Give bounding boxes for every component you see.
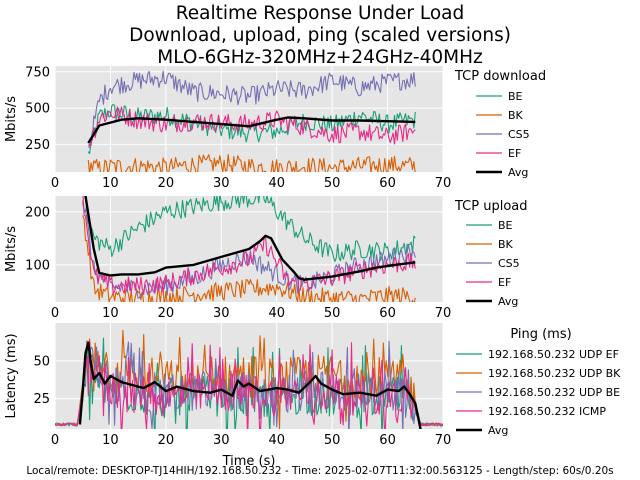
x-tick-label: 40: [268, 306, 285, 321]
legend-label: 192.168.50.232 UDP BK: [488, 367, 621, 380]
panel-upload: 0 10 20 30 40 50 60 70 100 200 Mbits/s TCP upload BE…: [4, 196, 528, 321]
legend-label: Avg: [498, 295, 518, 308]
title-line-3: MLO-6GHz-320MHz+24GHz-40MHz: [157, 47, 482, 68]
x-tick-label: 30: [213, 433, 230, 448]
legend-label: 192.168.50.232 UDP EF: [488, 348, 619, 361]
x-tick-label: 10: [102, 433, 119, 448]
x-tick-label: 40: [268, 176, 285, 191]
x-tick-label: 0: [51, 306, 59, 321]
legend-upload: TCP upload BE BK CS5 EF Avg: [454, 199, 528, 308]
x-tick-label: 50: [324, 176, 341, 191]
y-tick-label: 25: [33, 392, 50, 407]
panel-ping: 0 10 20 30 40 50 60 70 25 50 Latency (ms) Time (s) P…: [4, 323, 621, 469]
x-tick-label: 0: [51, 176, 59, 191]
x-tick-label: 30: [213, 176, 230, 191]
y-tick-label: 500: [25, 102, 50, 117]
series-line-ef: [82, 196, 416, 295]
series-group: [82, 196, 416, 302]
x-tick-label: 50: [324, 306, 341, 321]
x-tick-label: 20: [158, 176, 175, 191]
legend-label: BE: [498, 219, 513, 232]
series-group: [55, 329, 443, 429]
x-tick-label: 20: [158, 306, 175, 321]
series-group: [87, 70, 416, 172]
series-line-bk: [82, 215, 416, 302]
x-tick-label: 60: [379, 306, 396, 321]
legend-label: 192.168.50.232 UDP BE: [488, 386, 620, 399]
x-tick-label: 70: [435, 433, 452, 448]
x-tick-label: 10: [102, 176, 119, 191]
series-line-192-168-50-232-icmp: [55, 340, 443, 429]
x-tick-label: 70: [435, 176, 452, 191]
x-tick-label: 50: [324, 433, 341, 448]
chart-title: Realtime Response Under Load Download, u…: [129, 3, 511, 68]
legend-label: BK: [508, 109, 524, 122]
legend-ping: Ping (ms) 192.168.50.232 UDP EF 192.168.50…: [456, 327, 621, 437]
legend-label: CS5: [498, 257, 520, 270]
legend-label: BE: [508, 90, 523, 103]
y-tick-label: 750: [25, 65, 50, 80]
x-tick-label: 30: [213, 306, 230, 321]
y-axis-label: Latency (ms): [4, 333, 19, 418]
legend-label: CS5: [508, 128, 530, 141]
x-tick-label: 60: [379, 433, 396, 448]
series-line-avg: [84, 196, 416, 281]
legend-label: EF: [498, 276, 511, 289]
x-tick-label: 10: [102, 306, 119, 321]
y-tick-label: 200: [25, 205, 50, 220]
legend-title: Ping (ms): [510, 327, 571, 342]
series-line-avg: [78, 341, 422, 429]
legend-label: Avg: [508, 166, 528, 179]
x-tick-label: 20: [158, 433, 175, 448]
series-line-be: [87, 103, 416, 155]
y-tick-label: 50: [33, 354, 50, 369]
y-axis-label: Mbits/s: [4, 226, 19, 272]
legend-label: EF: [508, 147, 521, 160]
legend-label: 192.168.50.232 ICMP: [488, 405, 606, 418]
x-tick-label: 40: [268, 433, 285, 448]
y-axis-label: Mbits/s: [4, 96, 19, 142]
series-line-cs5: [88, 70, 416, 148]
x-axis-label: Time (s): [222, 454, 276, 469]
series-line-avg: [87, 116, 416, 144]
y-tick-label: 250: [25, 138, 50, 153]
x-tick-label: 60: [379, 176, 396, 191]
legend-label: BK: [498, 238, 514, 251]
title-line-2: Download, upload, ping (scaled versions): [129, 25, 511, 46]
series-line-bk: [87, 154, 416, 172]
legend-title: TCP upload: [454, 199, 528, 214]
chart-footer: Local/remote: DESKTOP-TJ14HIH/192.168.50…: [26, 465, 613, 477]
legend-title: TCP download: [454, 69, 546, 84]
series-line-be: [82, 196, 416, 262]
panel-download: 0 10 20 30 40 50 60 70 250 500 750 Mbits/s TCP downl…: [4, 65, 546, 191]
legend-label: Avg: [488, 424, 508, 437]
legend-download: TCP download BE BK CS5 EF Avg: [454, 69, 546, 179]
x-tick-label: 70: [435, 306, 452, 321]
x-tick-label: 0: [51, 433, 59, 448]
title-line-1: Realtime Response Under Load: [176, 3, 465, 24]
y-tick-label: 100: [25, 258, 50, 273]
